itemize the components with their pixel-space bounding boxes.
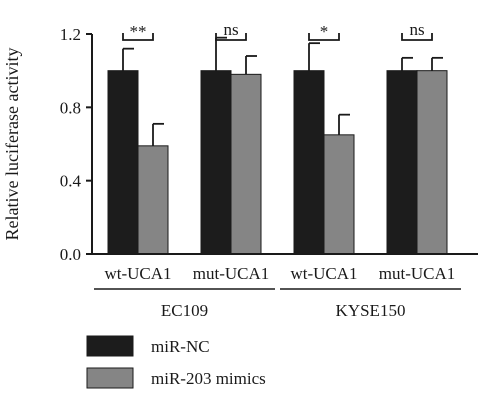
significance-label-3: ns xyxy=(409,20,424,39)
error-bars-layer xyxy=(122,36,443,146)
significance-bracket-1: ns xyxy=(215,20,247,41)
error-bar-0-1 xyxy=(215,36,227,71)
significance-label-0: ** xyxy=(130,22,147,41)
error-bar-1-3 xyxy=(431,56,443,71)
bar-mir-203-mimics-3 xyxy=(416,70,448,255)
y-ticks-layer: 0.0 0.4 0.8 1.2 xyxy=(60,25,92,264)
significance-bracket-0: ** xyxy=(122,22,154,41)
bar-mir-nc-3 xyxy=(386,70,418,255)
x-category-label-2: wt-UCA1 xyxy=(290,264,357,283)
bar-mir-nc-0 xyxy=(107,70,139,255)
error-bar-0-3 xyxy=(401,56,413,71)
y-tick-label-2: 0.8 xyxy=(60,98,81,117)
error-bar-1-2 xyxy=(338,113,350,135)
x-category-label-1: mut-UCA1 xyxy=(193,264,270,283)
bars-layer xyxy=(107,70,448,255)
group-label-0: EC109 xyxy=(161,301,208,320)
legend-item-0: miR-NC xyxy=(86,335,210,357)
y-tick-label-3: 1.2 xyxy=(60,25,81,44)
legend-label-1: miR-203 mimics xyxy=(151,369,266,388)
significance-bracket-3: ns xyxy=(401,20,433,41)
error-bar-0-0 xyxy=(122,47,134,71)
bar-mir-nc-2 xyxy=(293,70,325,255)
bar-mir-203-mimics-0 xyxy=(137,145,169,255)
error-bar-1-0 xyxy=(152,122,164,146)
legend-label-0: miR-NC xyxy=(151,337,210,356)
significance-label-2: * xyxy=(320,22,329,41)
x-category-label-0: wt-UCA1 xyxy=(104,264,171,283)
axes-layer xyxy=(91,34,478,255)
x-category-label-3: mut-UCA1 xyxy=(379,264,456,283)
y-axis-label: Relative luciferase activity xyxy=(2,48,22,241)
y-tick-label-0: 0.0 xyxy=(60,245,81,264)
legend: miR-NC miR-203 mimics xyxy=(86,335,266,389)
significance-label-1: ns xyxy=(223,20,238,39)
bar-mir-203-mimics-1 xyxy=(230,73,262,255)
significance-bracket-2: * xyxy=(308,22,340,41)
group-label-1: KYSE150 xyxy=(336,301,406,320)
legend-item-1: miR-203 mimics xyxy=(86,367,266,389)
bar-mir-203-mimics-2 xyxy=(323,134,355,255)
error-bar-0-2 xyxy=(308,42,320,71)
significance-layer: ** ns * ns xyxy=(122,20,433,41)
bar-mir-nc-1 xyxy=(200,70,232,255)
y-tick-label-1: 0.4 xyxy=(60,172,82,191)
legend-swatch-1 xyxy=(86,367,134,389)
x-labels-layer: wt-UCA1 mut-UCA1 wt-UCA1 mut-UCA1 EC109 KYSE1… xyxy=(94,264,461,320)
legend-swatch-0 xyxy=(86,335,134,357)
error-bar-1-1 xyxy=(245,55,257,75)
